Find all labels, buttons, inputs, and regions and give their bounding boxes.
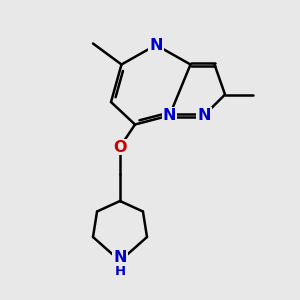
Text: N: N [113,250,127,266]
Text: N: N [197,108,211,123]
Text: O: O [113,140,127,154]
Text: N: N [163,108,176,123]
Text: N: N [149,38,163,52]
Text: H: H [114,265,126,278]
